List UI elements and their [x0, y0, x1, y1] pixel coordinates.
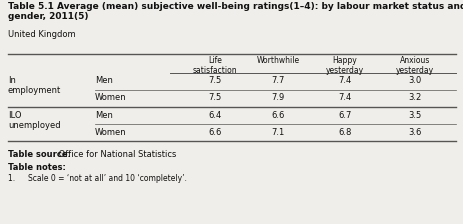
- Text: Men: Men: [95, 76, 113, 85]
- Text: 7.5: 7.5: [208, 76, 221, 85]
- Text: ILO
unemployed: ILO unemployed: [8, 111, 61, 130]
- Text: 3.5: 3.5: [407, 111, 421, 120]
- Text: United Kingdom: United Kingdom: [8, 30, 75, 39]
- Text: 1.: 1.: [8, 174, 25, 183]
- Text: Office for National Statistics: Office for National Statistics: [56, 150, 176, 159]
- Text: 7.9: 7.9: [271, 93, 284, 102]
- Text: Happy
yesterday: Happy yesterday: [325, 56, 363, 75]
- Text: 6.8: 6.8: [338, 128, 351, 137]
- Text: Women: Women: [95, 128, 126, 137]
- Text: 7.4: 7.4: [338, 76, 351, 85]
- Text: Scale 0 = ‘not at all’ and 10 ‘completely’.: Scale 0 = ‘not at all’ and 10 ‘completel…: [28, 174, 187, 183]
- Text: 7.5: 7.5: [208, 93, 221, 102]
- Text: 6.7: 6.7: [338, 111, 351, 120]
- Text: 7.4: 7.4: [338, 93, 351, 102]
- Text: 6.6: 6.6: [208, 128, 221, 137]
- Text: 6.4: 6.4: [208, 111, 221, 120]
- Text: Table source:: Table source:: [8, 150, 71, 159]
- Text: Anxious
yesterday: Anxious yesterday: [395, 56, 433, 75]
- Text: Women: Women: [95, 93, 126, 102]
- Text: 3.0: 3.0: [407, 76, 421, 85]
- Text: Table 5.1 Average (mean) subjective well-being ratings(1–4): by labour market st: Table 5.1 Average (mean) subjective well…: [8, 2, 463, 22]
- Text: 7.7: 7.7: [271, 76, 284, 85]
- Text: 3.2: 3.2: [407, 93, 421, 102]
- Text: 6.6: 6.6: [271, 111, 284, 120]
- Text: Worthwhile: Worthwhile: [256, 56, 299, 65]
- Text: 7.1: 7.1: [271, 128, 284, 137]
- Text: In
employment: In employment: [8, 76, 61, 95]
- Text: Table notes:: Table notes:: [8, 163, 66, 172]
- Text: 3.6: 3.6: [407, 128, 421, 137]
- Text: Life
satisfaction: Life satisfaction: [192, 56, 237, 75]
- Text: Men: Men: [95, 111, 113, 120]
